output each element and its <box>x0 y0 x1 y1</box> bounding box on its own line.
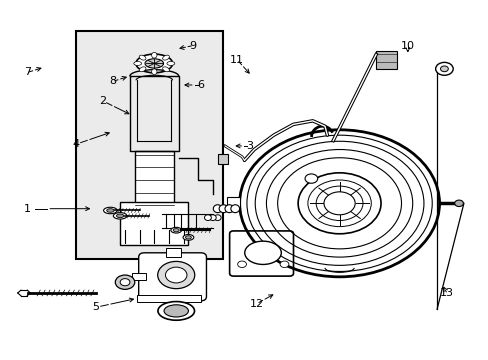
Ellipse shape <box>163 305 188 317</box>
Bar <box>132 273 146 280</box>
Bar <box>135 151 173 209</box>
Circle shape <box>120 279 130 286</box>
Text: 4: 4 <box>73 139 80 149</box>
Bar <box>227 197 239 210</box>
Bar <box>120 202 188 244</box>
Text: 10: 10 <box>400 41 414 50</box>
Ellipse shape <box>163 67 169 72</box>
Ellipse shape <box>136 54 172 73</box>
Text: 2: 2 <box>100 96 106 106</box>
Text: 12: 12 <box>249 299 263 309</box>
Text: 13: 13 <box>439 288 453 298</box>
Circle shape <box>158 261 194 289</box>
Circle shape <box>115 275 135 289</box>
Ellipse shape <box>213 205 222 213</box>
Ellipse shape <box>113 213 127 219</box>
Ellipse shape <box>134 62 142 66</box>
Circle shape <box>324 192 354 215</box>
Ellipse shape <box>230 205 239 213</box>
Ellipse shape <box>219 205 227 213</box>
Ellipse shape <box>244 241 281 265</box>
Ellipse shape <box>224 205 233 213</box>
FancyBboxPatch shape <box>229 231 293 276</box>
Ellipse shape <box>151 69 157 75</box>
Ellipse shape <box>185 236 191 239</box>
Circle shape <box>237 261 246 267</box>
Circle shape <box>435 62 452 75</box>
Text: 3: 3 <box>245 141 252 151</box>
Ellipse shape <box>170 227 181 233</box>
Circle shape <box>280 261 288 267</box>
Circle shape <box>440 66 447 72</box>
Bar <box>375 51 396 69</box>
Ellipse shape <box>139 67 145 72</box>
Bar <box>137 296 200 302</box>
Bar <box>217 154 228 164</box>
Circle shape <box>239 130 439 277</box>
Text: 11: 11 <box>230 55 244 65</box>
Ellipse shape <box>183 234 193 240</box>
Ellipse shape <box>116 214 123 218</box>
Circle shape <box>165 267 186 283</box>
Ellipse shape <box>166 62 174 66</box>
Ellipse shape <box>204 215 211 221</box>
Circle shape <box>305 174 317 183</box>
Bar <box>76 31 222 259</box>
Ellipse shape <box>106 209 114 212</box>
Ellipse shape <box>209 215 216 221</box>
Text: 6: 6 <box>197 80 203 90</box>
Ellipse shape <box>158 302 194 320</box>
Bar <box>166 248 181 257</box>
Text: 7: 7 <box>24 67 31 77</box>
Ellipse shape <box>173 229 179 232</box>
Ellipse shape <box>139 55 145 60</box>
Text: 9: 9 <box>189 41 197 50</box>
Ellipse shape <box>163 55 169 60</box>
Text: 5: 5 <box>92 302 99 312</box>
Ellipse shape <box>151 52 157 58</box>
Ellipse shape <box>214 215 221 221</box>
Ellipse shape <box>454 200 463 207</box>
Circle shape <box>298 173 380 234</box>
Ellipse shape <box>145 59 163 68</box>
Text: 8: 8 <box>109 76 116 86</box>
FancyBboxPatch shape <box>139 253 206 301</box>
Ellipse shape <box>103 207 117 214</box>
Text: 1: 1 <box>24 204 31 214</box>
